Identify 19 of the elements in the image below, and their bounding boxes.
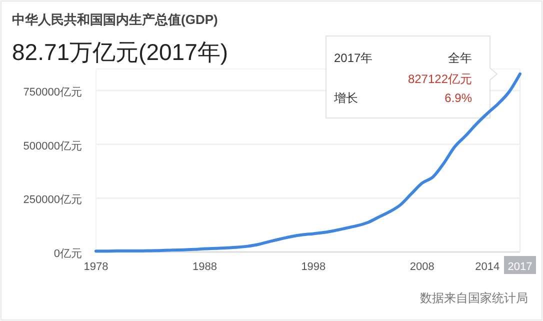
annotation: 增长: [333, 91, 358, 105]
x-tick-label: 1978: [84, 261, 108, 273]
y-tick-label: 500000亿元: [23, 140, 82, 152]
chart-title: 中华人民共和国国内生产总值(GDP): [12, 12, 218, 27]
annotation: 827122亿元: [408, 72, 472, 86]
line-series: [94, 72, 522, 253]
x-tick-label: 2017: [508, 261, 532, 273]
x-tick-label: 1998: [301, 261, 326, 273]
x-tick-label: 2014: [475, 261, 500, 273]
annotation: 6.9%: [444, 91, 472, 105]
x-tick-label: 2008: [410, 261, 434, 273]
y-tick-label: 0亿元: [54, 248, 82, 260]
x-tick-label: 1988: [192, 261, 217, 273]
y-tick-label: 750000亿元: [23, 86, 82, 99]
y-tick-label: 250000亿元: [23, 194, 82, 206]
text: 2017年: [334, 51, 373, 65]
text: 全年: [448, 51, 472, 65]
chart-subtitle: 82.71万亿元(2017年): [12, 39, 228, 65]
text: 数据来自国家统计局: [420, 291, 528, 305]
